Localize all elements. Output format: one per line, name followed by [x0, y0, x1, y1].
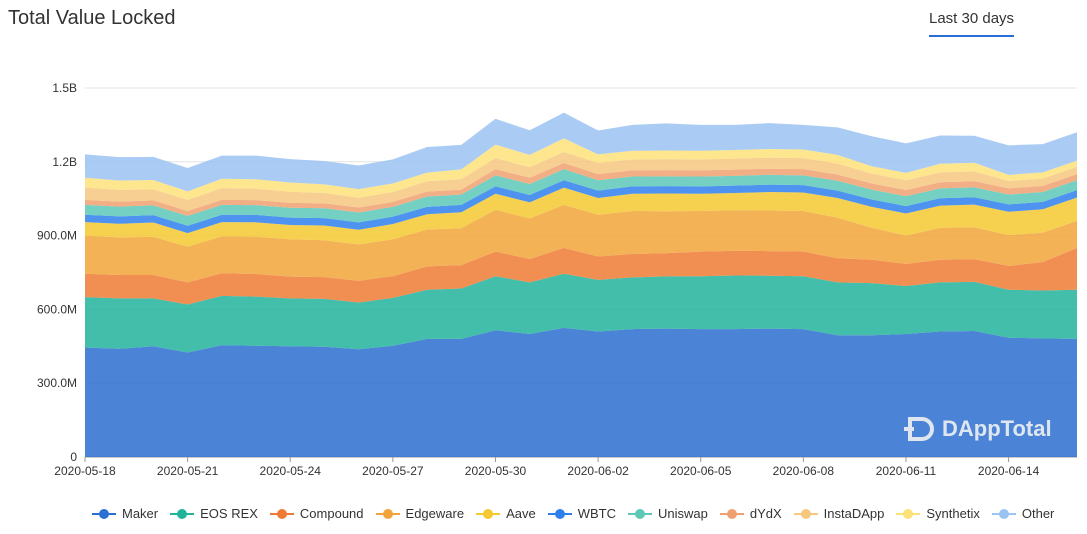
- legend-label: Uniswap: [658, 506, 708, 521]
- y-tick-label: 1.2B: [52, 155, 77, 169]
- legend-marker-icon: [547, 507, 572, 521]
- legend-item-instadapp[interactable]: InstaDApp: [793, 506, 885, 521]
- legend-item-compound[interactable]: Compound: [269, 506, 364, 521]
- legend-label: dYdX: [749, 506, 782, 521]
- legend-item-uniswap[interactable]: Uniswap: [628, 506, 708, 521]
- x-tick-label: 2020-06-14: [978, 464, 1040, 478]
- legend-marker-icon: [375, 507, 400, 521]
- y-tick-label: 900.0M: [37, 229, 77, 243]
- legend-marker-icon: [476, 507, 501, 521]
- legend-item-edgeware[interactable]: Edgeware: [375, 506, 465, 521]
- legend-marker-icon: [991, 507, 1016, 521]
- legend-marker-icon: [170, 507, 195, 521]
- watermark-text: DAppTotal: [942, 416, 1052, 441]
- legend-label: Compound: [299, 506, 364, 521]
- series-area-eos-rex[interactable]: [85, 273, 1077, 353]
- legend-marker-icon: [628, 507, 652, 521]
- x-tick-label: 2020-05-27: [362, 464, 424, 478]
- legend-item-wbtc[interactable]: WBTC: [547, 506, 616, 521]
- legend-label: Synthetix: [926, 506, 980, 521]
- x-tick-label: 2020-06-02: [567, 464, 629, 478]
- y-tick-label: 300.0M: [37, 376, 77, 390]
- x-tick-label: 2020-06-05: [670, 464, 732, 478]
- watermark: DAppTotal: [904, 416, 1052, 442]
- x-tick-label: 2020-05-21: [157, 464, 219, 478]
- series-area-wbtc[interactable]: [85, 180, 1077, 234]
- x-tick-label: 2020-06-11: [876, 464, 937, 478]
- y-tick-label: 600.0M: [37, 302, 77, 316]
- y-tick-label: 0: [70, 450, 77, 464]
- legend-marker-icon: [719, 507, 744, 521]
- series-area-synthetix[interactable]: [85, 138, 1077, 200]
- series-area-maker[interactable]: [85, 327, 1077, 457]
- y-tick-label: 1.5B: [52, 81, 77, 95]
- series-area-other[interactable]: [85, 112, 1077, 192]
- chart-legend: Maker EOS REX Compound Edgeware Aave WBTC Unis…: [92, 506, 1066, 521]
- series-area-uniswap[interactable]: [85, 169, 1077, 226]
- x-tick-label: 2020-05-18: [54, 464, 116, 478]
- legend-marker-icon: [896, 507, 921, 521]
- tvl-area-chart: 0 300.0M 600.0M 900.0M 1.2B 1.5B 2020-05-18 202…: [37, 81, 1077, 478]
- dapptotal-logo-icon: [904, 417, 934, 441]
- series-area-aave[interactable]: [85, 187, 1077, 247]
- legend-label: EOS REX: [200, 506, 258, 521]
- x-tick-label: 2020-06-08: [773, 464, 835, 478]
- legend-label: Maker: [122, 506, 159, 521]
- series-area-dydx[interactable]: [85, 163, 1077, 216]
- legend-label: WBTC: [577, 506, 616, 521]
- legend-item-maker[interactable]: Maker: [92, 506, 158, 521]
- series-area-edgeware[interactable]: [85, 204, 1077, 283]
- series-area-compound[interactable]: [85, 247, 1077, 305]
- legend-label: InstaDApp: [823, 506, 885, 521]
- tab-last-30-days[interactable]: Last 30 days: [929, 10, 1015, 37]
- x-tick-label: 2020-05-30: [465, 464, 527, 478]
- legend-item-dydx[interactable]: dYdX: [719, 506, 782, 521]
- series-area-instadapp[interactable]: [85, 151, 1077, 211]
- legend-item-synthetix[interactable]: Synthetix: [896, 506, 980, 521]
- legend-marker-icon: [793, 507, 818, 521]
- page-title: Total Value Locked: [8, 7, 176, 29]
- legend-label: Aave: [506, 506, 536, 521]
- legend-item-aave[interactable]: Aave: [476, 506, 536, 521]
- x-tick-label: 2020-05-24: [260, 464, 322, 478]
- legend-marker-icon: [92, 507, 116, 521]
- legend-label: Edgeware: [405, 506, 465, 521]
- legend-item-other[interactable]: Other: [991, 506, 1055, 521]
- legend-item-eos-rex[interactable]: EOS REX: [170, 506, 258, 521]
- legend-marker-icon: [269, 507, 294, 521]
- legend-label: Other: [1021, 506, 1055, 521]
